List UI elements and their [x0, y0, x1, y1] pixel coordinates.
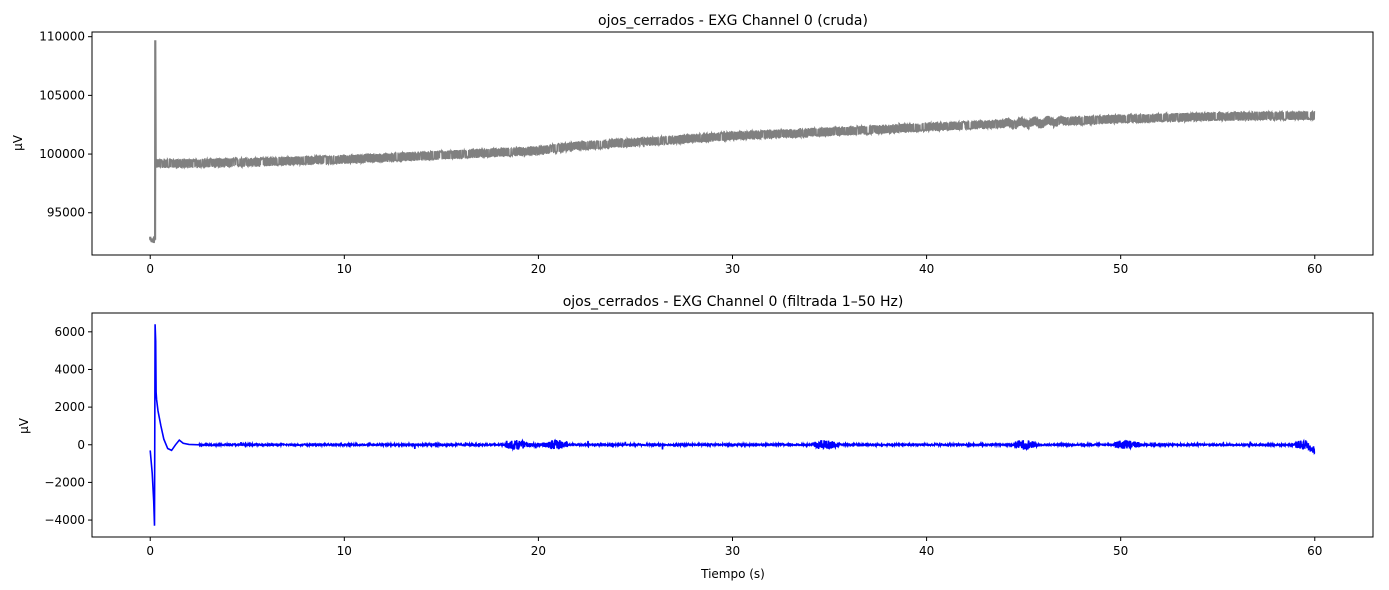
filtered-y-tick-label: 2000 — [54, 400, 85, 414]
raw-y-tick-label: 105000 — [39, 88, 85, 102]
filtered-x-tick-label: 60 — [1307, 544, 1322, 558]
filtered-x-axis: 0 10 20 30 40 50 60 — [146, 537, 1322, 558]
raw-x-tick-label: 10 — [337, 262, 352, 276]
filtered-signal-series — [149, 324, 1316, 526]
filtered-y-tick-label: −2000 — [44, 475, 85, 489]
raw-x-tick-label: 0 — [146, 262, 154, 276]
raw-y-tick-label: 100000 — [39, 147, 85, 161]
raw-y-tick-label: 95000 — [47, 206, 85, 220]
raw-axes-frame — [91, 31, 1374, 256]
filtered-y-tick-label: −4000 — [44, 513, 85, 527]
filtered-y-tick-label: 0 — [77, 438, 85, 452]
raw-signal-series — [155, 109, 1316, 170]
raw-signal-spike — [149, 40, 157, 244]
raw-x-tick-label: 20 — [531, 262, 546, 276]
filtered-x-tick-label: 0 — [146, 544, 154, 558]
raw-chart-title: ojos_cerrados - EXG Channel 0 (cruda) — [598, 13, 868, 29]
filtered-y-tick-label: 4000 — [54, 362, 85, 376]
raw-x-tick-label: 50 — [1113, 262, 1128, 276]
filtered-y-tick-label: 6000 — [54, 325, 85, 339]
raw-x-axis: 0 10 20 30 40 50 60 — [146, 255, 1322, 276]
filtered-chart-title: ojos_cerrados - EXG Channel 0 (filtrada … — [563, 294, 904, 310]
filtered-x-tick-label: 50 — [1113, 544, 1128, 558]
filtered-axes-frame — [91, 312, 1374, 538]
filtered-signal-chart: ojos_cerrados - EXG Channel 0 (filtrada … — [17, 294, 1374, 581]
filtered-y-axis-label: µV — [17, 417, 31, 434]
raw-x-tick-label: 60 — [1307, 262, 1322, 276]
raw-y-tick-label: 110000 — [39, 30, 85, 44]
filtered-x-tick-label: 20 — [531, 544, 546, 558]
filtered-y-axis: −4000 −2000 0 2000 4000 6000 — [44, 325, 92, 527]
filtered-x-tick-label: 10 — [337, 544, 352, 558]
raw-plot-area — [149, 40, 1316, 244]
raw-y-axis-label: µV — [11, 134, 25, 151]
filtered-plot-area — [149, 324, 1316, 526]
filtered-x-tick-label: 30 — [725, 544, 740, 558]
raw-signal-chart: ojos_cerrados - EXG Channel 0 (cruda) µV… — [11, 13, 1374, 276]
filtered-x-axis-label: Tiempo (s) — [700, 567, 765, 581]
filtered-x-tick-label: 40 — [919, 544, 934, 558]
raw-y-axis: 95000 100000 105000 110000 — [39, 30, 92, 220]
raw-x-tick-label: 40 — [919, 262, 934, 276]
raw-x-tick-label: 30 — [725, 262, 740, 276]
